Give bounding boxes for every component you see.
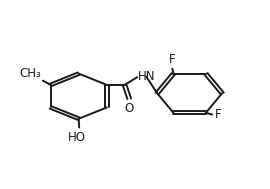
Text: F: F — [215, 108, 221, 121]
Text: F: F — [169, 53, 176, 67]
Text: CH₃: CH₃ — [20, 67, 41, 80]
Text: HN: HN — [138, 70, 156, 83]
Text: HO: HO — [68, 131, 86, 144]
Text: O: O — [124, 102, 134, 115]
